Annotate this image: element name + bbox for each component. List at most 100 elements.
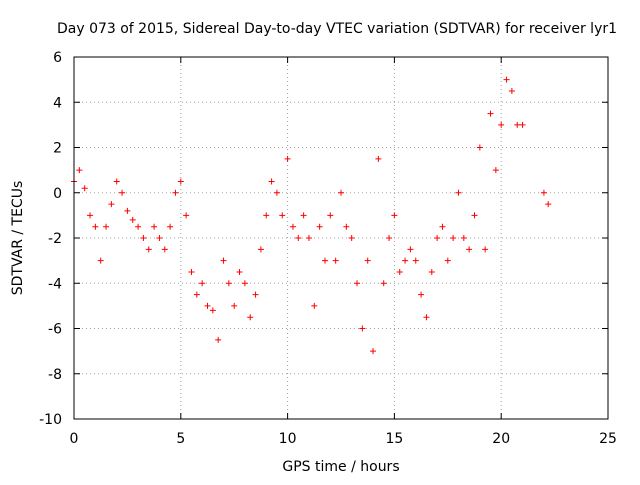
data-point bbox=[391, 212, 398, 219]
y-tick-label: -4 bbox=[48, 276, 62, 292]
data-point bbox=[423, 314, 430, 321]
x-tick-labels: 0 5 10 15 20 25 bbox=[70, 431, 617, 447]
data-point bbox=[257, 246, 264, 253]
data-point bbox=[364, 257, 371, 264]
x-axis-label: GPS time / hours bbox=[282, 459, 399, 475]
plot-frame bbox=[73, 56, 609, 420]
data-point bbox=[498, 121, 505, 128]
data-point bbox=[92, 223, 99, 230]
data-point bbox=[225, 280, 232, 287]
data-point bbox=[492, 167, 499, 174]
data-points bbox=[71, 76, 552, 355]
data-point bbox=[300, 212, 307, 219]
data-point bbox=[386, 235, 393, 241]
x-tick-label: 15 bbox=[385, 431, 403, 447]
data-point bbox=[268, 178, 275, 185]
data-point bbox=[177, 178, 184, 185]
data-point bbox=[108, 201, 115, 208]
data-point bbox=[151, 223, 158, 230]
data-point bbox=[252, 291, 259, 298]
data-point bbox=[354, 280, 361, 287]
data-point bbox=[444, 257, 451, 264]
data-point bbox=[460, 235, 467, 241]
data-point bbox=[124, 207, 131, 214]
data-point bbox=[343, 223, 350, 230]
grid-lines bbox=[74, 57, 608, 419]
x-tick-label: 25 bbox=[599, 431, 617, 447]
data-point bbox=[311, 302, 318, 309]
data-point bbox=[380, 280, 387, 287]
data-point bbox=[450, 235, 457, 241]
data-point bbox=[482, 246, 489, 253]
y-tick-label: -2 bbox=[48, 231, 62, 247]
data-point bbox=[273, 189, 280, 196]
data-point bbox=[97, 257, 104, 264]
data-point bbox=[279, 212, 286, 219]
data-point bbox=[487, 110, 494, 117]
data-point bbox=[284, 155, 291, 162]
y-tick-label: 6 bbox=[53, 50, 62, 66]
data-point bbox=[412, 257, 419, 264]
data-point bbox=[327, 212, 334, 219]
data-point bbox=[375, 155, 382, 162]
data-point bbox=[407, 246, 414, 253]
data-point bbox=[103, 223, 110, 230]
data-point bbox=[514, 121, 521, 128]
y-tick-label: 4 bbox=[53, 95, 62, 111]
data-point bbox=[193, 291, 200, 298]
data-point bbox=[129, 216, 136, 223]
data-point bbox=[316, 223, 323, 230]
data-point bbox=[76, 167, 83, 174]
y-tick-label: 0 bbox=[53, 186, 62, 202]
y-axis-label: SDTVAR / TECUs bbox=[10, 181, 26, 296]
data-point bbox=[428, 268, 435, 275]
data-point bbox=[338, 189, 344, 196]
data-point bbox=[402, 257, 409, 264]
data-point bbox=[247, 314, 254, 321]
x-tick-label: 0 bbox=[70, 431, 79, 447]
data-point bbox=[145, 246, 152, 253]
data-point bbox=[135, 223, 142, 230]
data-point bbox=[321, 257, 328, 264]
data-point bbox=[545, 201, 552, 208]
chart-title: Day 073 of 2015, Sidereal Day-to-day VTE… bbox=[57, 21, 617, 37]
data-point bbox=[156, 235, 163, 241]
data-point bbox=[289, 223, 296, 230]
y-tick-label: -10 bbox=[39, 412, 62, 428]
data-point bbox=[113, 178, 120, 185]
y-tick-label: 2 bbox=[53, 141, 62, 157]
data-point bbox=[348, 235, 355, 241]
data-point bbox=[434, 235, 441, 241]
y-tick-label: -8 bbox=[48, 367, 62, 383]
data-point bbox=[204, 302, 211, 309]
data-point bbox=[503, 76, 510, 83]
data-point bbox=[161, 246, 168, 253]
data-point bbox=[263, 212, 270, 219]
data-point bbox=[519, 121, 526, 128]
data-point bbox=[241, 280, 248, 287]
data-point bbox=[455, 189, 462, 196]
data-point bbox=[87, 212, 94, 219]
data-point bbox=[508, 87, 515, 94]
data-point bbox=[439, 223, 446, 230]
data-point bbox=[119, 189, 126, 196]
y-tick-labels: -10 -8 -6 -4 -2 0 2 4 6 bbox=[39, 50, 62, 428]
data-point bbox=[332, 257, 339, 264]
data-point bbox=[231, 302, 238, 309]
data-point bbox=[540, 189, 547, 196]
data-point bbox=[476, 144, 483, 151]
data-point bbox=[81, 185, 88, 192]
data-point bbox=[209, 307, 216, 314]
data-point bbox=[220, 257, 227, 264]
data-point bbox=[295, 235, 302, 241]
data-point bbox=[140, 235, 147, 241]
data-point bbox=[359, 325, 366, 332]
data-point bbox=[167, 223, 174, 230]
data-point bbox=[188, 268, 195, 275]
data-point bbox=[418, 291, 425, 298]
y-tick-label: -6 bbox=[48, 322, 62, 338]
data-point bbox=[183, 212, 190, 219]
data-point bbox=[466, 246, 473, 253]
